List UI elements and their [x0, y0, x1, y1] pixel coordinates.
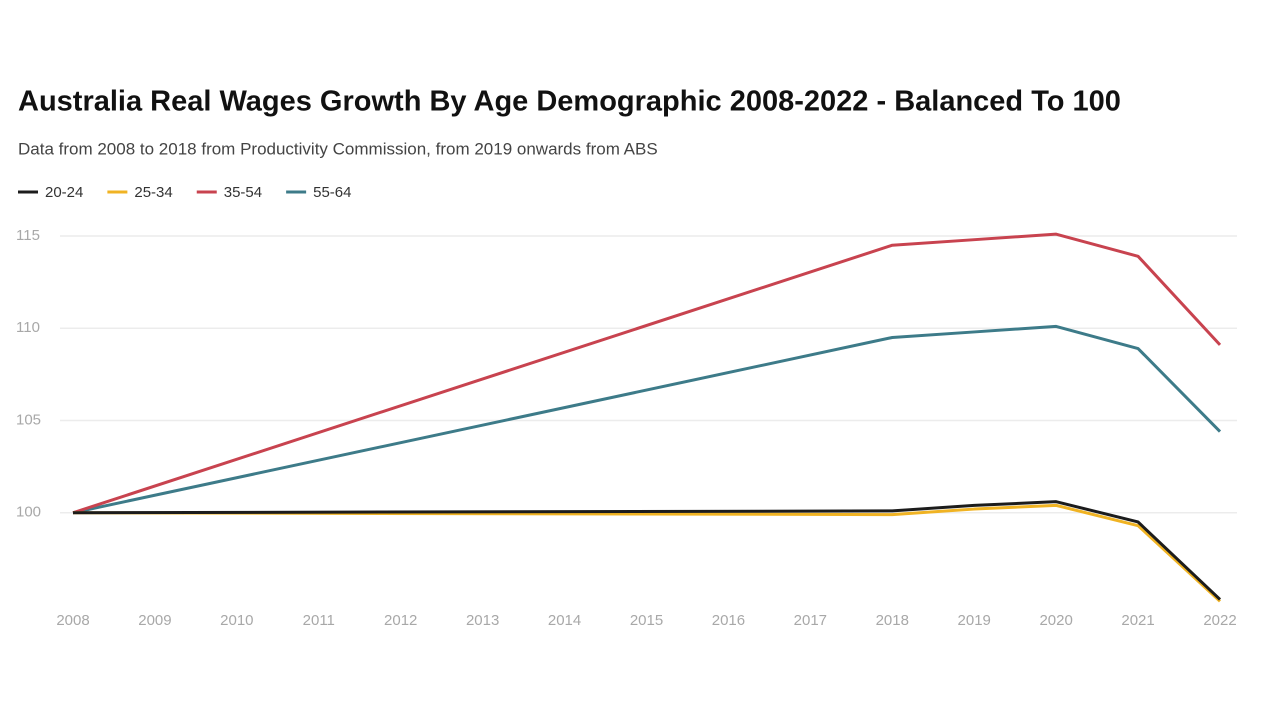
x-tick-label: 2012	[384, 612, 417, 629]
series-line	[72, 503, 1222, 603]
series-line	[72, 232, 1222, 515]
x-tick-label: 2011	[303, 612, 335, 629]
x-tick-label: 2019	[958, 612, 991, 629]
y-tick-label: 110	[16, 319, 40, 336]
chart-title: Australia Real Wages Growth By Age Demog…	[18, 86, 1121, 118]
x-tick-label: 2009	[138, 612, 171, 629]
legend-label: 20-24	[45, 184, 83, 201]
legend-label: 25-34	[134, 184, 172, 201]
x-tick-label: 2016	[712, 612, 745, 629]
chart-subtitle: Data from 2008 to 2018 from Productivity…	[18, 139, 658, 158]
x-tick-label: 2017	[794, 612, 827, 629]
legend-label: 55-64	[313, 184, 351, 201]
x-tick-label: 2014	[548, 612, 581, 629]
y-tick-label: 105	[16, 411, 41, 428]
x-tick-label: 2022	[1203, 612, 1236, 629]
x-tick-label: 2018	[876, 612, 909, 629]
x-tick-label: 2021	[1121, 612, 1154, 629]
x-tick-label: 2020	[1039, 612, 1072, 629]
x-tick-label: 2010	[220, 612, 253, 629]
y-tick-label: 100	[16, 504, 41, 521]
x-tick-label: 2008	[56, 612, 89, 629]
legend-label: 35-54	[224, 184, 262, 201]
series-line	[72, 324, 1222, 515]
x-tick-label: 2013	[466, 612, 499, 629]
series-line	[72, 500, 1222, 601]
x-tick-label: 2015	[630, 612, 663, 629]
y-tick-label: 115	[16, 227, 40, 244]
